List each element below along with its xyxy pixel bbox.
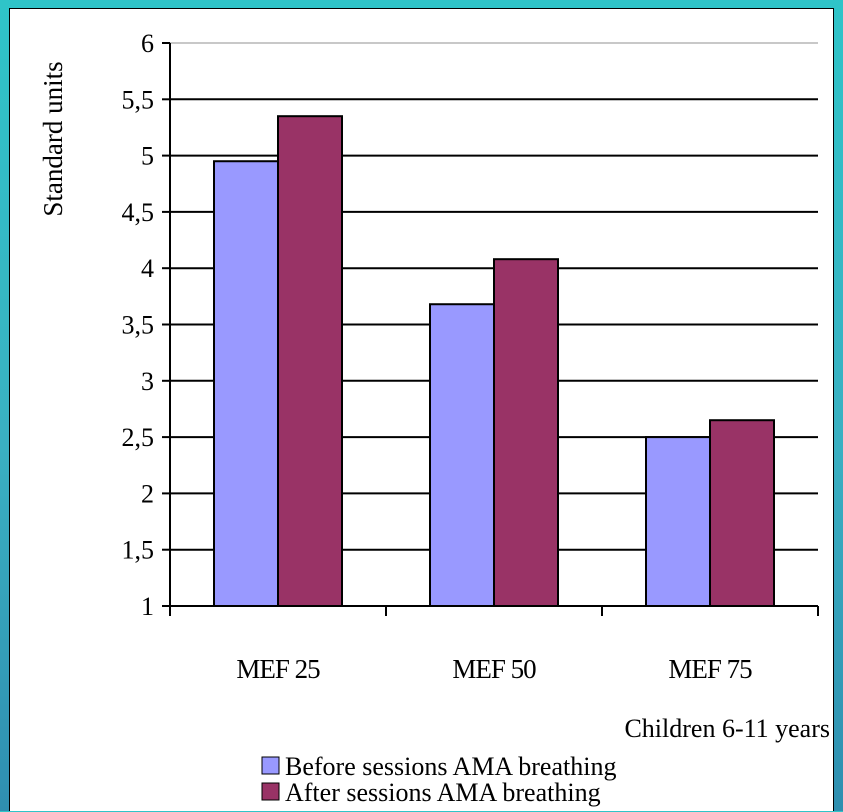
bar-before-mef25: [213, 160, 279, 607]
legend-swatch-before: [261, 756, 280, 775]
y-tick-label: 1,5: [122, 536, 155, 565]
y-tick-label: 3,5: [122, 311, 155, 340]
y-tick-label: 4,5: [122, 198, 155, 227]
y-tick-label: 1: [141, 592, 154, 621]
axes: [162, 42, 819, 616]
y-tick-labels: 1 1,5 2 2,5 3 3,5 4 4,5 5 5,5 6: [122, 29, 155, 621]
y-tick-label: 2,5: [122, 423, 155, 452]
y-tick-label: 5,5: [122, 85, 155, 114]
legend-label-before: Before sessions AMA breathing: [285, 752, 616, 781]
x-category-labels: MEF 25 MEF 50 MEF 75: [236, 654, 753, 684]
legend: Before sessions AMA breathing After sess…: [261, 752, 616, 807]
x-category-label: MEF 50: [452, 654, 536, 684]
x-axis-label: Children 6-11 years: [624, 714, 830, 743]
bars: [213, 115, 775, 608]
bar-after-mef75: [709, 419, 775, 607]
y-tick-label: 2: [141, 479, 154, 508]
bar-after-mef25: [277, 115, 343, 607]
chart-frame: 1 1,5 2 2,5 3 3,5 4 4,5 5 5,5 6 MEF 25 MEF 50 MEF 75…: [9, 8, 834, 811]
y-axis-label: Standard units: [38, 61, 68, 216]
bar-after-mef50: [493, 258, 559, 608]
legend-label-after: After sessions AMA breathing: [285, 778, 601, 807]
y-tick-label: 3: [141, 367, 154, 396]
bar-before-mef75: [645, 436, 711, 607]
x-category-label: MEF 75: [668, 654, 752, 684]
bar-before-mef50: [429, 303, 495, 607]
y-tick-label: 4: [141, 254, 154, 283]
x-category-label: MEF 25: [236, 654, 320, 684]
legend-swatch-after: [261, 782, 280, 801]
y-tick-label: 6: [141, 29, 154, 58]
bar-chart: 1 1,5 2 2,5 3 3,5 4 4,5 5 5,5 6 MEF 25 MEF 50 MEF 75…: [38, 29, 830, 807]
y-tick-label: 5: [141, 142, 154, 171]
